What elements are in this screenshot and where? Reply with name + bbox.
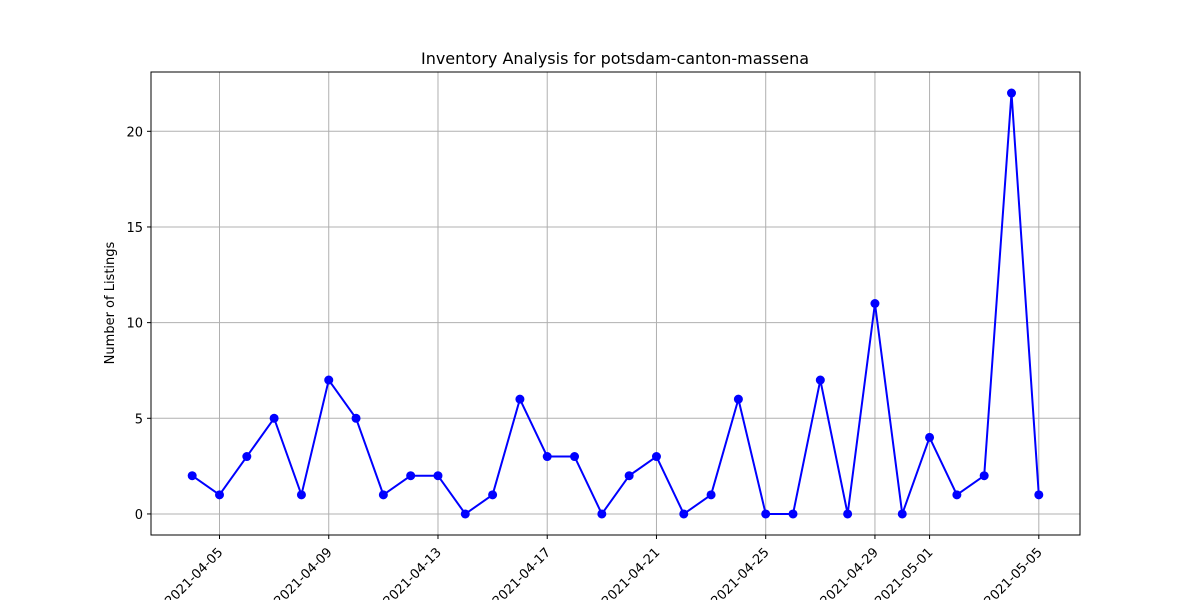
data-point xyxy=(187,471,197,481)
data-point xyxy=(1006,88,1016,98)
x-tick-label: 2021-04-29 xyxy=(818,545,882,600)
data-point xyxy=(733,394,743,404)
data-point xyxy=(488,490,498,500)
x-tick-label: 2021-04-09 xyxy=(272,545,336,600)
data-point xyxy=(460,509,470,519)
grid-lines xyxy=(151,72,1080,535)
data-point xyxy=(515,394,525,404)
data-point xyxy=(433,471,443,481)
x-tick-label: 2021-04-25 xyxy=(708,545,772,600)
data-point xyxy=(269,413,279,423)
data-point xyxy=(324,375,334,385)
series-line xyxy=(191,92,1040,515)
x-tick-label: 2021-05-05 xyxy=(982,545,1046,600)
data-point xyxy=(242,452,252,462)
data-point xyxy=(570,452,580,462)
y-axis-ticks: 0 5 10 15 20 xyxy=(126,125,151,523)
data-point xyxy=(406,471,416,481)
data-point xyxy=(597,509,607,519)
y-tick-label: 5 xyxy=(135,412,143,427)
data-point xyxy=(979,471,989,481)
x-tick-label: 2021-04-05 xyxy=(162,545,226,600)
data-point xyxy=(651,452,661,462)
data-point xyxy=(843,509,853,519)
data-point xyxy=(870,299,880,308)
data-point xyxy=(706,490,716,500)
x-tick-label: 2021-04-13 xyxy=(381,545,445,600)
x-tick-label: 2021-04-21 xyxy=(599,545,663,600)
data-point xyxy=(378,490,388,500)
y-tick-label: 10 xyxy=(126,317,143,332)
x-tick-label: 2021-05-01 xyxy=(872,545,936,600)
data-point xyxy=(897,509,907,519)
y-tick-label: 20 xyxy=(126,125,143,140)
y-tick-label: 15 xyxy=(126,221,143,236)
plot-frame xyxy=(150,71,1081,536)
y-tick-label: 0 xyxy=(135,508,143,523)
data-point xyxy=(296,490,306,500)
data-point xyxy=(215,490,225,500)
data-point xyxy=(679,509,689,519)
y-axis-label: Number of Listings xyxy=(103,241,118,364)
data-point xyxy=(788,509,798,519)
data-point xyxy=(815,375,825,385)
data-point xyxy=(925,432,935,442)
data-point xyxy=(761,509,771,519)
data-point xyxy=(952,490,962,500)
chart-title: Inventory Analysis for potsdam-canton-ma… xyxy=(421,49,809,68)
x-tick-label: 2021-04-17 xyxy=(490,545,554,600)
series-listings xyxy=(187,88,1044,519)
data-point xyxy=(624,471,634,481)
data-point xyxy=(1034,490,1044,500)
data-point xyxy=(351,413,361,423)
data-point xyxy=(542,452,552,462)
x-axis-ticks: 2021-04-05 2021-04-09 2021-04-13 2021-04-17… xyxy=(162,535,1046,600)
